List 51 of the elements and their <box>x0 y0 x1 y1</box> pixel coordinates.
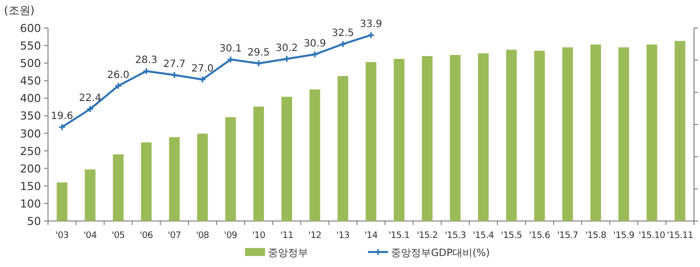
x-tick-label: '13 <box>336 231 350 241</box>
y-tick-label: 350 <box>20 110 41 123</box>
legend-label: 중앙정부GDP대비(%) <box>391 248 490 259</box>
x-tick-label: '08 <box>196 231 210 241</box>
data-label: 33.9 <box>360 19 382 30</box>
data-label: 19.6 <box>50 111 74 122</box>
data-label: 29.5 <box>248 47 270 58</box>
x-tick-label: '15.10 <box>638 231 666 241</box>
x-tick-label: '10 <box>252 231 266 241</box>
data-label: 30.9 <box>304 38 326 50</box>
x-tick-label: '11 <box>280 231 294 241</box>
x-tick-label: '03 <box>56 231 69 241</box>
legend-label: 중앙정부 <box>268 248 308 259</box>
legend-중앙정부: 중앙정부 <box>245 248 308 259</box>
x-tick-label: '15.7 <box>557 231 578 241</box>
x-tick-label: '04 <box>84 231 98 241</box>
x-tick-label: '15.2 <box>416 231 438 241</box>
y-tick-label: 50 <box>27 215 41 228</box>
x-tick-label: '15.5 <box>500 231 522 241</box>
y-tick-label: 300 <box>20 127 41 140</box>
data-label: 27.7 <box>163 58 186 70</box>
data-label: 27.0 <box>191 63 214 74</box>
x-tick-label: '06 <box>140 231 154 241</box>
x-tick-label: '09 <box>224 231 238 241</box>
y-axis-title: (조원) <box>4 4 35 17</box>
x-tick-label: '15.1 <box>388 231 410 241</box>
y-tick-label: 500 <box>20 57 41 70</box>
y-tick-label: 100 <box>20 197 41 210</box>
data-label: 26.0 <box>107 70 130 81</box>
y-tick-label: 400 <box>20 92 41 106</box>
x-tick-label: '15.8 <box>585 231 607 241</box>
data-label: 30.1 <box>219 44 242 55</box>
x-tick-label: '15.9 <box>613 231 635 241</box>
x-tick-label: '15.6 <box>529 231 551 241</box>
data-label: 32.5 <box>332 28 354 40</box>
x-tick-label: '15.3 <box>444 231 466 241</box>
y-tick-label: 450 <box>20 74 41 88</box>
y-tick-label: 600 <box>20 22 41 35</box>
x-tick-label: '15.4 <box>472 231 494 241</box>
x-tick-label: '05 <box>112 231 125 241</box>
x-tick-label: '15.11 <box>666 231 694 241</box>
x-tick-label: '07 <box>168 231 181 241</box>
x-tick-label: '14 <box>364 231 378 241</box>
y-tick-label: 250 <box>20 144 41 158</box>
y-tick-label: 550 <box>20 40 41 53</box>
y-tick-label: 200 <box>20 162 41 176</box>
y-tick-label: 150 <box>20 180 41 193</box>
x-tick-label: '12 <box>308 231 322 241</box>
data-label: 30.2 <box>276 42 298 54</box>
data-label: 28.3 <box>135 55 158 66</box>
data-label: 22.4 <box>79 93 102 104</box>
